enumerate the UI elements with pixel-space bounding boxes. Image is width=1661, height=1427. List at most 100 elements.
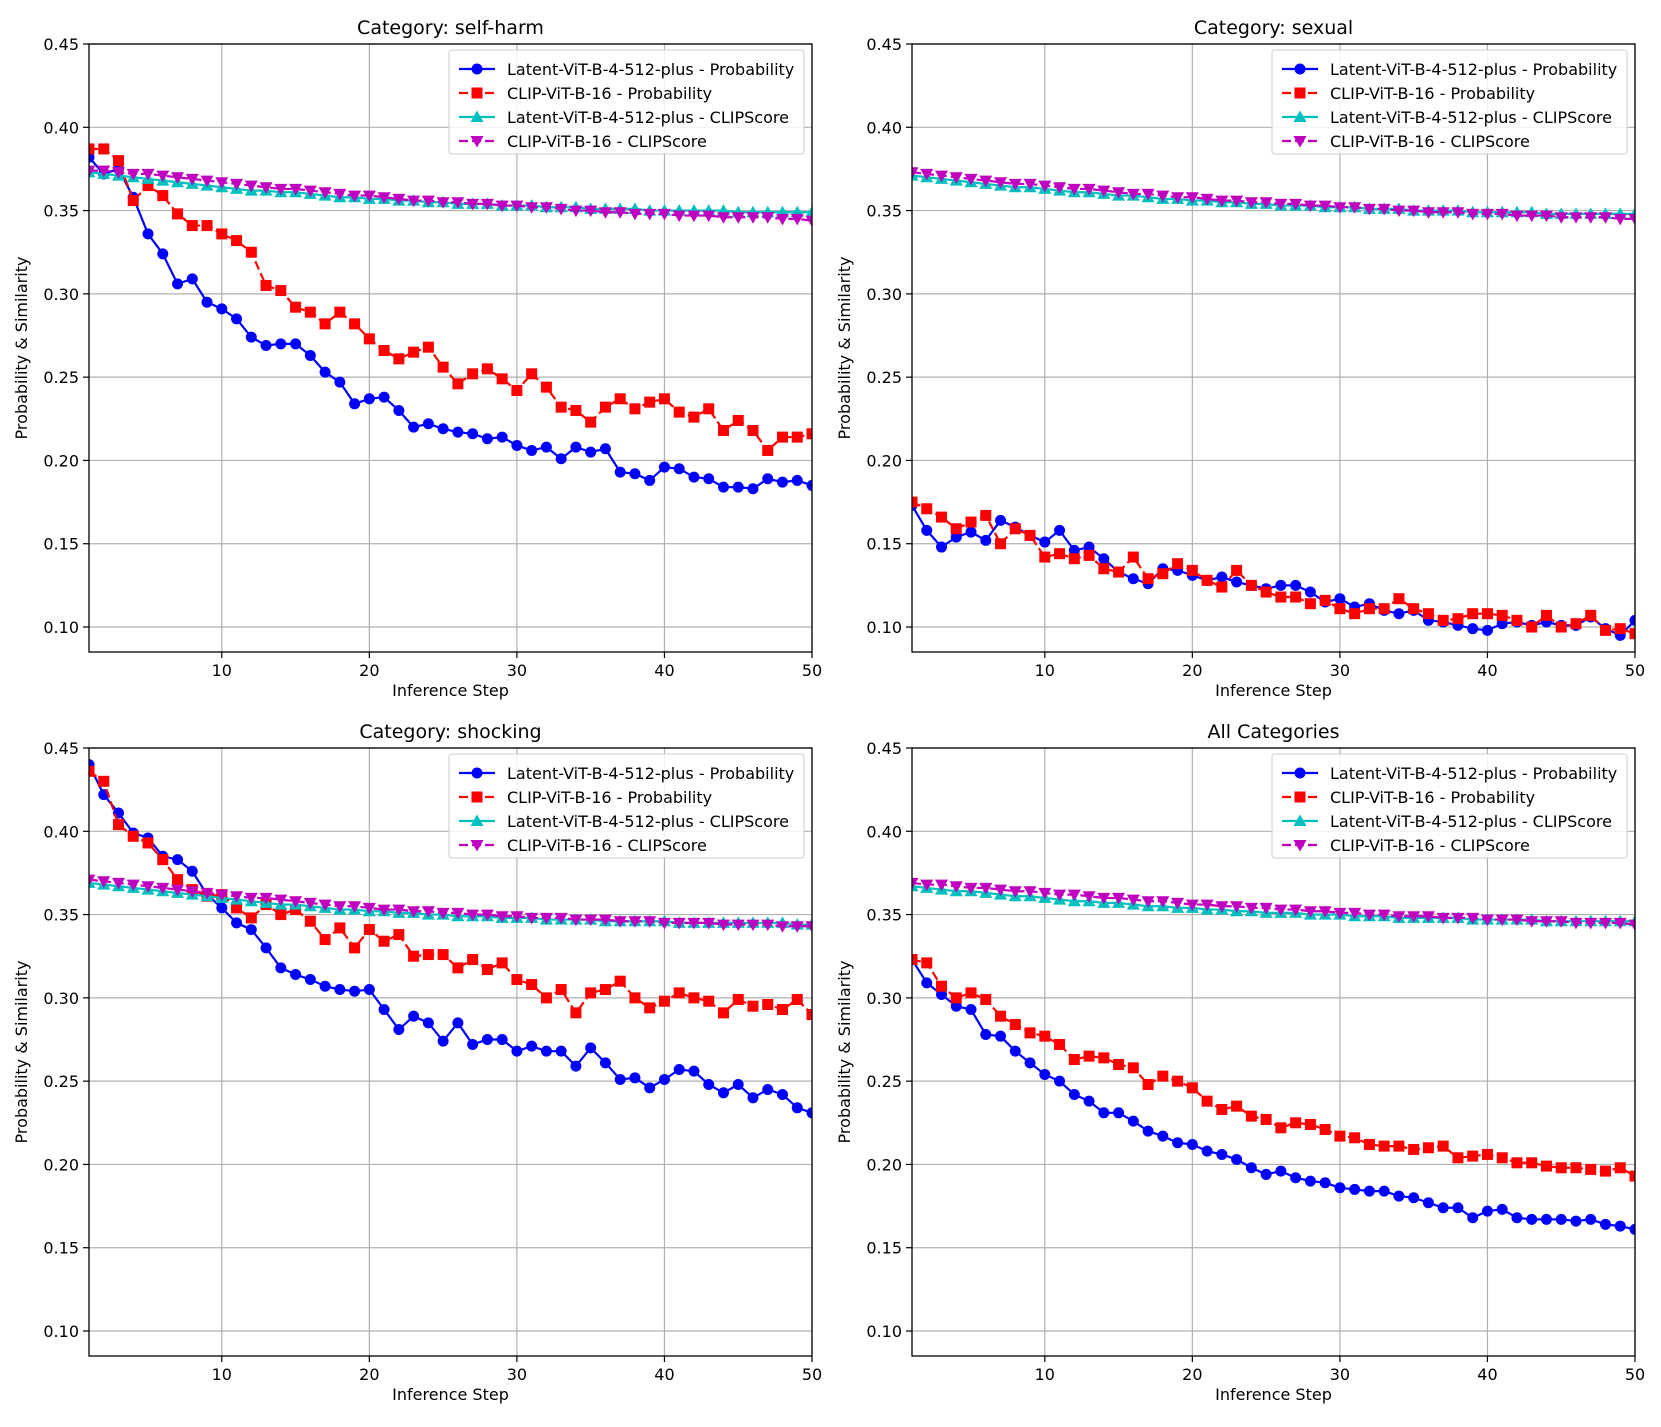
data-point	[1452, 1202, 1464, 1214]
data-point	[1260, 1168, 1272, 1180]
data-point	[496, 373, 508, 385]
data-point	[1466, 208, 1480, 221]
data-point	[1540, 1213, 1552, 1225]
data-point	[1275, 1122, 1287, 1134]
data-point	[274, 183, 288, 196]
data-point	[1290, 579, 1302, 591]
data-point	[540, 381, 552, 393]
data-point	[1172, 1137, 1184, 1149]
x-tick-label: 30	[1330, 1365, 1350, 1384]
data-point	[1496, 609, 1508, 621]
data-point	[127, 195, 139, 207]
data-point	[1540, 609, 1552, 621]
legend-label-0: Latent-ViT-B-4-512-plus - Probability	[507, 764, 794, 783]
data-point	[569, 205, 583, 218]
data-point	[1142, 1078, 1154, 1090]
data-point	[584, 205, 598, 218]
y-axis-label: Probability & Similarity	[12, 961, 31, 1144]
data-point	[980, 994, 992, 1006]
data-point	[1275, 1165, 1287, 1177]
data-point	[658, 461, 670, 473]
data-point	[658, 393, 670, 405]
data-point	[920, 168, 934, 181]
data-point	[1319, 1123, 1331, 1135]
x-axis-label: Inference Step	[1215, 681, 1332, 700]
x-tick-label: 10	[212, 1365, 232, 1384]
data-point	[510, 200, 524, 213]
data-point	[363, 333, 375, 345]
y-tick-label: 0.20	[43, 451, 79, 470]
data-point	[806, 1107, 812, 1119]
data-point	[259, 182, 273, 194]
data-point	[362, 902, 376, 915]
data-point	[980, 534, 992, 546]
data-point	[333, 188, 347, 201]
data-point	[1363, 603, 1375, 615]
data-point	[1304, 598, 1316, 610]
data-point	[1039, 536, 1051, 548]
data-point	[1407, 205, 1421, 218]
data-point	[672, 210, 686, 223]
data-point	[112, 167, 126, 179]
data-point	[554, 912, 568, 925]
data-point	[762, 999, 774, 1011]
legend-label-0: Latent-ViT-B-4-512-plus - Probability	[1330, 764, 1617, 783]
data-point	[156, 882, 170, 895]
data-point	[585, 1042, 597, 1054]
data-point	[436, 197, 450, 209]
data-point	[1555, 621, 1567, 633]
data-point	[1259, 902, 1273, 915]
data-point	[657, 208, 671, 221]
data-point	[644, 1082, 656, 1094]
data-point	[407, 906, 421, 918]
data-point	[585, 987, 597, 999]
y-tick-label: 0.10	[43, 618, 79, 637]
data-point	[1599, 1165, 1611, 1177]
data-point	[1554, 916, 1568, 928]
data-point	[731, 212, 745, 224]
data-point	[1318, 906, 1332, 918]
data-point	[1259, 197, 1273, 209]
data-point	[377, 904, 391, 917]
legend-marker-0	[471, 63, 483, 75]
data-point	[393, 1024, 405, 1036]
data-point	[1156, 896, 1170, 908]
data-point	[1290, 1172, 1302, 1184]
data-point	[673, 987, 685, 999]
data-point	[539, 202, 553, 214]
data-point	[950, 531, 962, 543]
data-point	[775, 921, 789, 933]
data-point	[1555, 1162, 1567, 1174]
data-point	[540, 441, 552, 453]
legend-marker-3	[470, 840, 484, 852]
legend-marker-2	[1293, 110, 1307, 122]
data-point	[496, 1034, 508, 1046]
data-point	[644, 396, 656, 408]
data-point	[89, 765, 95, 777]
data-point	[1377, 203, 1391, 216]
data-point	[127, 830, 139, 842]
data-point	[304, 349, 316, 361]
y-tick-label: 0.10	[43, 1322, 79, 1341]
data-point	[1171, 897, 1185, 910]
data-point	[1629, 1223, 1635, 1235]
data-point	[673, 406, 685, 418]
data-point	[1083, 549, 1095, 561]
data-point	[230, 178, 244, 191]
data-point	[437, 423, 449, 435]
data-point	[289, 896, 303, 908]
data-point	[349, 318, 361, 330]
data-point	[275, 909, 287, 921]
data-point	[141, 168, 155, 181]
data-point	[1377, 909, 1391, 922]
data-point	[245, 246, 257, 258]
data-point	[1334, 1182, 1346, 1194]
series-layer	[89, 143, 812, 495]
x-tick-label: 30	[1330, 661, 1350, 680]
legend-marker-2	[470, 814, 484, 826]
data-point	[1245, 579, 1257, 591]
legend: Latent-ViT-B-4-512-plus - Probability CLI…	[1271, 753, 1628, 859]
x-tick-label: 10	[1035, 1365, 1055, 1384]
data-point	[142, 180, 154, 192]
data-point	[1570, 1162, 1582, 1174]
